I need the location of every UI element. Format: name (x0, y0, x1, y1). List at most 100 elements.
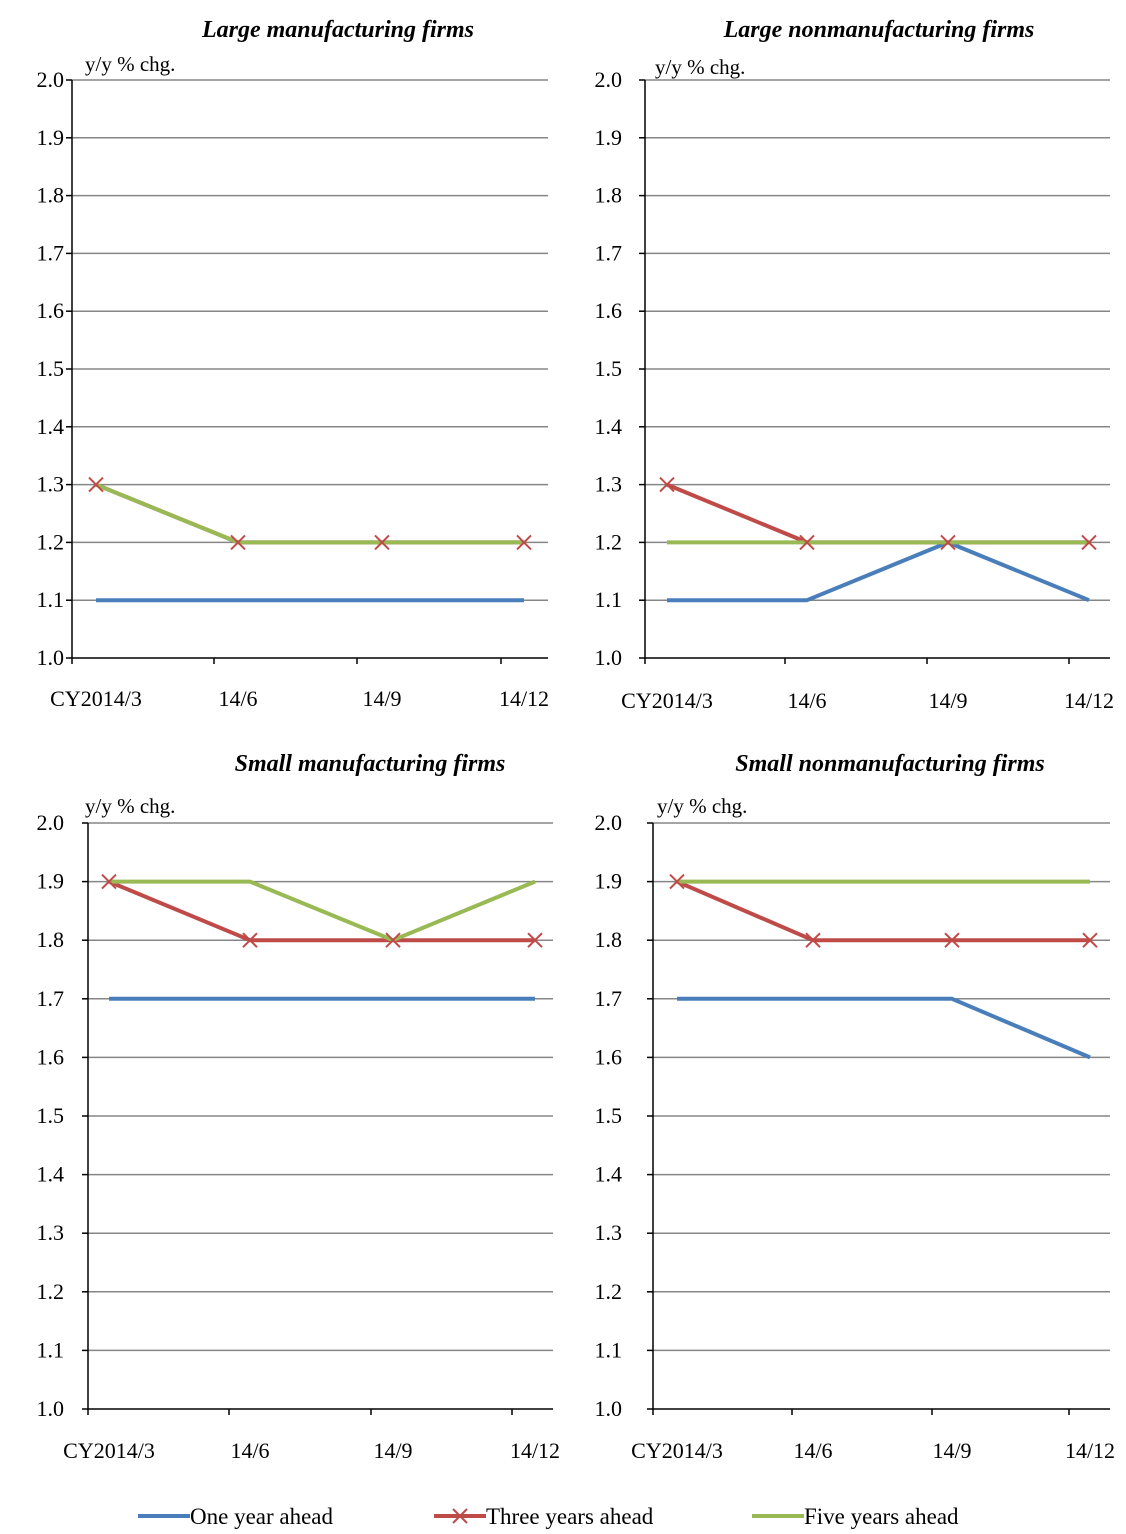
y-axis-unit-label: y/y % chg. (655, 55, 745, 79)
y-tick-label: 1.4 (37, 414, 65, 439)
y-tick-label: 2.0 (595, 67, 623, 92)
legend-item-three-years: Three years ahead (434, 1504, 654, 1529)
x-tick-label: 14/6 (230, 1438, 269, 1463)
data-point-three-years (669, 873, 685, 890)
x-tick-label: 14/9 (932, 1438, 971, 1463)
x-tick-label: 14/9 (928, 688, 967, 713)
chart-panel-2: Large nonmanufacturing firms y/y % chg. 1.… (595, 17, 1115, 713)
y-tick-label: 1.7 (37, 240, 65, 265)
y-tick-label: 1.0 (37, 1396, 65, 1421)
series-line-five-years (95, 482, 524, 545)
data-point-three-years (374, 534, 390, 551)
data-point-three-years (799, 534, 815, 551)
y-tick-label: 1.0 (37, 645, 65, 670)
series-line-one-year (667, 540, 1090, 603)
y-tick-label: 1.3 (37, 1220, 65, 1245)
x-tick-label: 14/12 (499, 686, 549, 711)
chart-panel-3: Small manufacturing firms y/y % chg. 1.0 1.… (37, 751, 561, 1463)
data-point-three-years (1082, 932, 1098, 948)
data-point-three-years (527, 932, 543, 948)
y-tick-label: 1.6 (595, 1044, 623, 1069)
data-point-three-years (659, 476, 675, 493)
x-tick-label: 14/12 (1064, 688, 1114, 713)
y-tick-label: 1.7 (595, 240, 623, 265)
y-axis-unit-label: y/y % chg. (657, 794, 747, 818)
y-tick-label: 1.1 (595, 587, 623, 612)
y-tick-label: 1.3 (595, 1220, 623, 1245)
legend-label-three-years: Three years ahead (486, 1504, 654, 1529)
x-tick-label: 14/12 (1065, 1438, 1115, 1463)
legend-item-one-year: One year ahead (138, 1504, 334, 1529)
y-tick-label: 1.7 (37, 986, 65, 1011)
y-tick-label: 1.7 (595, 986, 623, 1011)
chart-panel-1: Large manufacturing firms y/y % chg. 1.0 1.… (37, 17, 550, 711)
x-tick-label: CY2014/3 (63, 1438, 155, 1463)
y-tick-label: 1.5 (595, 356, 623, 381)
y-tick-label: 1.8 (37, 927, 65, 952)
y-tick-label: 1.8 (595, 927, 623, 952)
data-point-three-years (385, 932, 401, 948)
y-tick-label: 1.4 (595, 414, 623, 439)
chart-title: Large nonmanufacturing firms (723, 17, 1035, 43)
y-tick-label: 2.0 (37, 810, 65, 835)
y-tick-label: 1.2 (595, 529, 623, 554)
chart-title: Small nonmanufacturing firms (735, 751, 1044, 777)
y-axis-unit-label: y/y % chg. (85, 52, 175, 76)
series-line-one-year (677, 996, 1091, 1060)
series-line-five-years (109, 879, 536, 943)
data-point-three-years (1081, 534, 1097, 551)
x-tick-label: CY2014/3 (50, 686, 142, 711)
data-point-three-years (88, 476, 104, 493)
series-line-three-years (95, 482, 524, 545)
data-point-three-years (944, 932, 960, 948)
y-tick-label: 1.0 (595, 645, 623, 670)
y-tick-label: 1.2 (37, 529, 65, 554)
series-line-three-years (108, 879, 535, 943)
y-axis-unit-label: y/y % chg. (85, 794, 175, 818)
y-tick-label: 1.9 (37, 869, 65, 894)
x-tick-label: 14/6 (787, 688, 826, 713)
y-tick-label: 2.0 (595, 810, 623, 835)
y-tick-label: 1.4 (37, 1162, 65, 1187)
y-tick-label: 2.0 (37, 67, 65, 92)
y-tick-label: 1.5 (37, 1103, 65, 1128)
y-tick-label: 1.5 (595, 1103, 623, 1128)
y-tick-label: 1.5 (37, 356, 65, 381)
y-tick-label: 1.6 (37, 298, 65, 323)
y-tick-label: 1.6 (595, 298, 623, 323)
series-line-three-years (676, 879, 1090, 943)
x-tick-label: 14/9 (373, 1438, 412, 1463)
chart-panel-4: Small nonmanufacturing firms y/y % chg. 1.… (595, 751, 1116, 1463)
x-tick-label: 14/9 (362, 686, 401, 711)
y-tick-label: 1.0 (595, 1396, 623, 1421)
x-tick-label: CY2014/3 (621, 688, 713, 713)
x-tick-label: CY2014/3 (631, 1438, 723, 1463)
y-tick-label: 1.1 (595, 1337, 623, 1362)
data-point-three-years (101, 873, 117, 890)
y-tick-label: 1.1 (37, 587, 65, 612)
data-point-three-years (242, 932, 258, 948)
y-tick-label: 1.4 (595, 1162, 623, 1187)
x-tick-label: 14/6 (218, 686, 257, 711)
y-tick-label: 1.2 (595, 1279, 623, 1304)
series-line-three-years (666, 482, 1089, 545)
x-tick-label: 14/6 (793, 1438, 832, 1463)
y-tick-label: 1.6 (37, 1044, 65, 1069)
legend-item-five-years: Five years ahead (752, 1504, 959, 1529)
data-point-three-years (940, 534, 956, 551)
chart-title: Small manufacturing firms (235, 751, 506, 777)
chart-legend: One year ahead Three years ahead Five ye… (138, 1504, 959, 1529)
y-tick-label: 1.9 (595, 125, 623, 150)
y-tick-label: 1.8 (37, 183, 65, 208)
y-tick-label: 1.3 (37, 472, 65, 497)
x-tick-label: 14/12 (510, 1438, 560, 1463)
y-tick-label: 1.1 (37, 1337, 65, 1362)
y-tick-label: 1.9 (595, 869, 623, 894)
y-tick-label: 1.8 (595, 183, 623, 208)
chart-title: Large manufacturing firms (201, 17, 474, 43)
y-tick-label: 1.9 (37, 125, 65, 150)
legend-label-five-years: Five years ahead (804, 1504, 959, 1529)
data-point-three-years (230, 534, 246, 551)
y-tick-label: 1.2 (37, 1279, 65, 1304)
